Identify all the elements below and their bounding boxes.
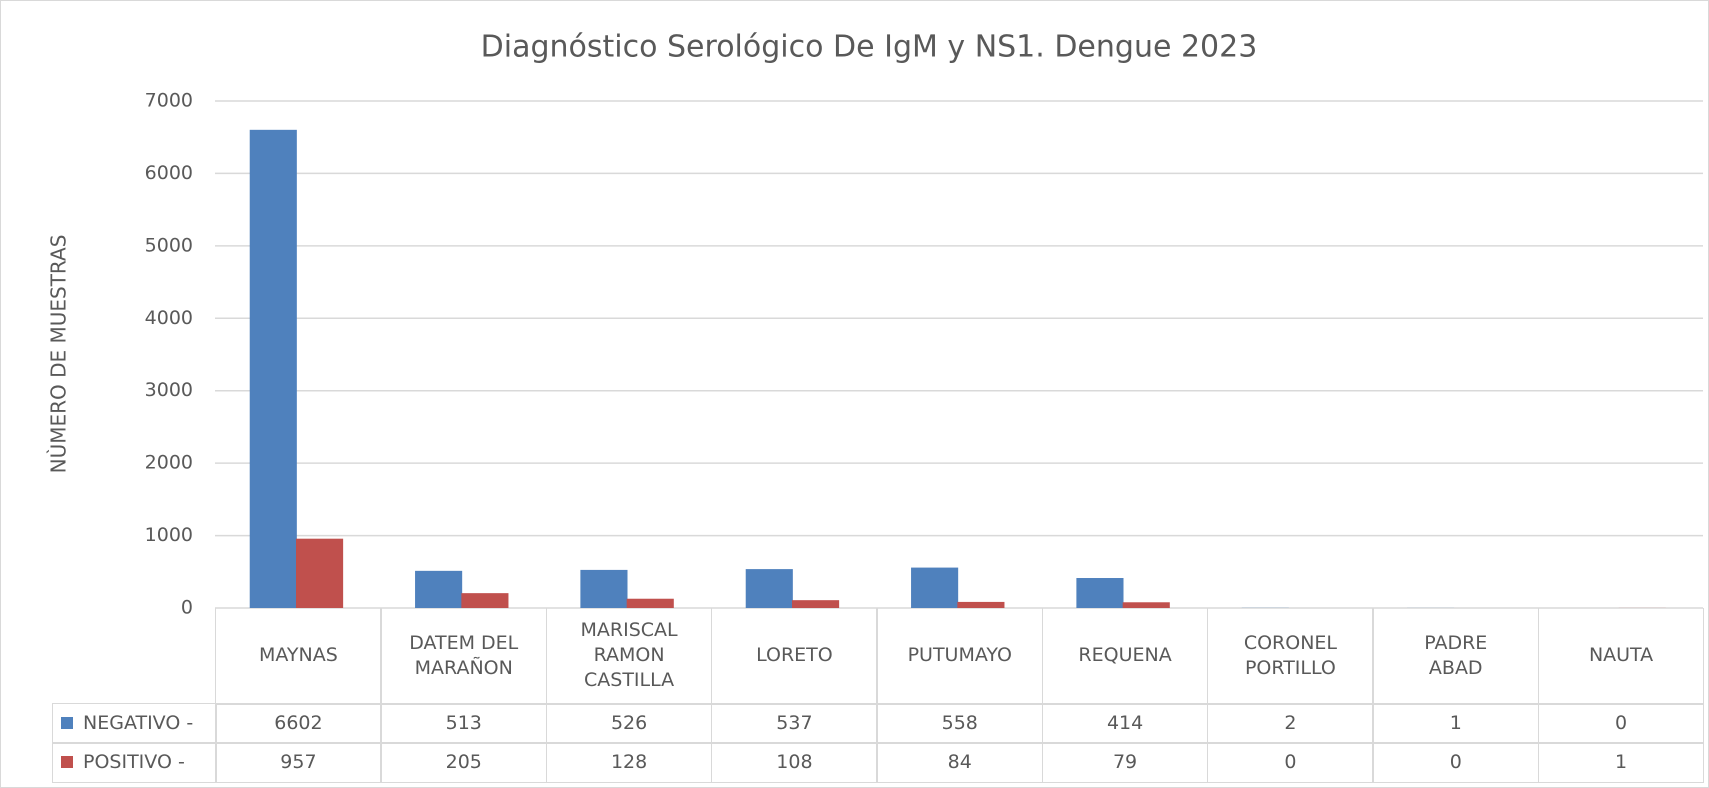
table-value: 957 [215, 742, 382, 783]
table-value: 84 [876, 742, 1044, 783]
category-label: NAUTA [1537, 608, 1705, 705]
bar [249, 129, 297, 608]
bar [911, 567, 959, 608]
legend-swatch [61, 717, 73, 730]
table-value: 414 [1041, 703, 1209, 744]
table-value: 1 [1537, 742, 1705, 783]
bar [296, 538, 344, 608]
bar [957, 601, 1005, 608]
table-value: 6602 [215, 703, 382, 744]
table-value: 128 [545, 742, 713, 783]
table-value: 79 [1041, 742, 1209, 783]
category-label: CORONEL PORTILLO [1207, 608, 1374, 705]
legend-entry: POSITIVO - [52, 742, 217, 783]
y-tick-label: 4000 [145, 307, 193, 329]
bar [415, 570, 463, 608]
bar [461, 593, 509, 608]
table-value: 0 [1372, 742, 1540, 783]
bar [745, 569, 793, 608]
table-value: 0 [1537, 703, 1705, 744]
category-label: LORETO [711, 608, 878, 705]
bar [792, 600, 840, 608]
table-value: 205 [380, 742, 548, 783]
y-tick-label: 7000 [145, 90, 193, 112]
category-label: PUTUMAYO [876, 608, 1044, 705]
table-value: 0 [1207, 742, 1374, 783]
bar [1122, 602, 1170, 608]
table-value: 108 [711, 742, 878, 783]
y-tick-label: 2000 [145, 452, 193, 474]
category-label: MAYNAS [215, 608, 382, 705]
y-tick-label: 6000 [145, 162, 193, 184]
table-value: 537 [711, 703, 878, 744]
legend-swatch [61, 756, 73, 769]
bar [580, 569, 628, 608]
category-label: REQUENA [1041, 608, 1209, 705]
table-value: 558 [876, 703, 1044, 744]
y-tick-label: 1000 [145, 524, 193, 546]
y-axis-label: NÙMERO DE MUESTRAS [47, 235, 71, 474]
category-label: MARISCAL RAMON CASTILLA [545, 608, 713, 705]
legend-label: NEGATIVO - [83, 711, 194, 734]
chart-title: Diagnóstico Serológico De IgM y NS1. Den… [481, 30, 1258, 65]
legend-label: POSITIVO - [83, 750, 185, 773]
category-label: DATEM DEL MARAÑON [380, 608, 548, 705]
y-tick-label: 0 [181, 597, 193, 619]
legend-entry: NEGATIVO - [52, 703, 217, 744]
y-tick-label: 5000 [145, 234, 193, 256]
category-label: PADRE ABAD [1372, 608, 1540, 705]
y-tick-label: 3000 [145, 379, 193, 401]
table-value: 1 [1372, 703, 1540, 744]
table-value: 2 [1207, 703, 1374, 744]
bar [1076, 578, 1124, 608]
table-value: 513 [380, 703, 548, 744]
table-value: 526 [545, 703, 713, 744]
bar [626, 598, 674, 608]
